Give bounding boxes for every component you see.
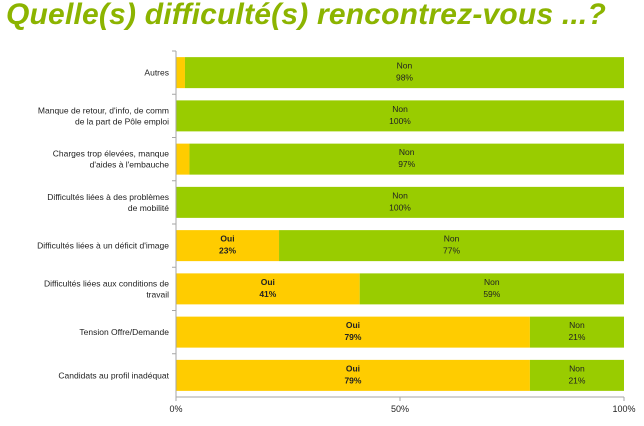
bar-oui — [176, 143, 190, 175]
bar-series-label: Oui — [346, 363, 360, 373]
bar-value-label: 100% — [389, 202, 411, 212]
x-tick-label: 100% — [612, 404, 635, 414]
bar-value-label: 100% — [389, 116, 411, 126]
bar-non — [279, 230, 624, 262]
bar-value-label: 77% — [443, 246, 460, 256]
bar-series-label: Non — [484, 277, 500, 287]
bar-series-label: Non — [392, 104, 408, 114]
bar-series-label: Non — [399, 147, 415, 157]
bar-series-label: Oui — [261, 277, 275, 287]
bar-series-label: Non — [392, 190, 408, 200]
category-label: travail — [146, 289, 169, 299]
bar-oui — [176, 273, 360, 305]
category-label: d'aides à l'embauche — [90, 160, 170, 170]
bar-series-label: Oui — [220, 234, 234, 244]
bar-value-label: 79% — [344, 332, 361, 342]
category-label: Difficultés liées aux conditions de — [44, 278, 169, 288]
bar-non — [184, 57, 624, 89]
bar-non — [359, 273, 624, 305]
category-label: Tension Offre/Demande — [79, 327, 169, 337]
bar-series-label: Oui — [346, 320, 360, 330]
bar-value-label: 79% — [344, 375, 361, 385]
bar-oui — [176, 230, 280, 262]
bar-value-label: 98% — [396, 73, 413, 83]
bar-series-label: Non — [444, 234, 460, 244]
bar-non — [529, 359, 624, 391]
bar-value-label: 97% — [398, 159, 415, 169]
bar-non — [176, 186, 624, 218]
bar-value-label: 23% — [219, 246, 236, 256]
bar-series-label: Non — [397, 61, 413, 71]
bar-non — [189, 143, 624, 175]
category-label: de mobilité — [128, 203, 169, 213]
chart-title: Quelle(s) difficulté(s) rencontrez-vous … — [6, 0, 606, 31]
category-label: Difficultés liées à des problèmes — [47, 192, 169, 202]
category-label: Autres — [144, 68, 169, 78]
x-tick-label: 50% — [391, 404, 409, 414]
bar-value-label: 41% — [259, 289, 276, 299]
bar-series-label: Non — [569, 320, 585, 330]
bar-non — [176, 100, 624, 132]
category-label: Charges trop élevées, manque — [53, 149, 170, 159]
bar-non — [529, 316, 624, 348]
category-label: Manque de retour, d'info, de comm — [38, 105, 169, 115]
bar-value-label: 21% — [568, 375, 585, 385]
bar-series-label: Non — [569, 363, 585, 373]
category-label: Candidats au profil inadéquat — [58, 370, 169, 380]
bar-value-label: 21% — [568, 332, 585, 342]
bar-oui — [176, 359, 530, 391]
bar-oui — [176, 57, 185, 89]
category-label: Difficultés liées à un déficit d'image — [37, 241, 169, 251]
bar-oui — [176, 316, 530, 348]
x-tick-label: 0% — [169, 404, 182, 414]
category-label: de la part de Pôle emploi — [75, 116, 169, 126]
bar-value-label: 59% — [483, 289, 500, 299]
